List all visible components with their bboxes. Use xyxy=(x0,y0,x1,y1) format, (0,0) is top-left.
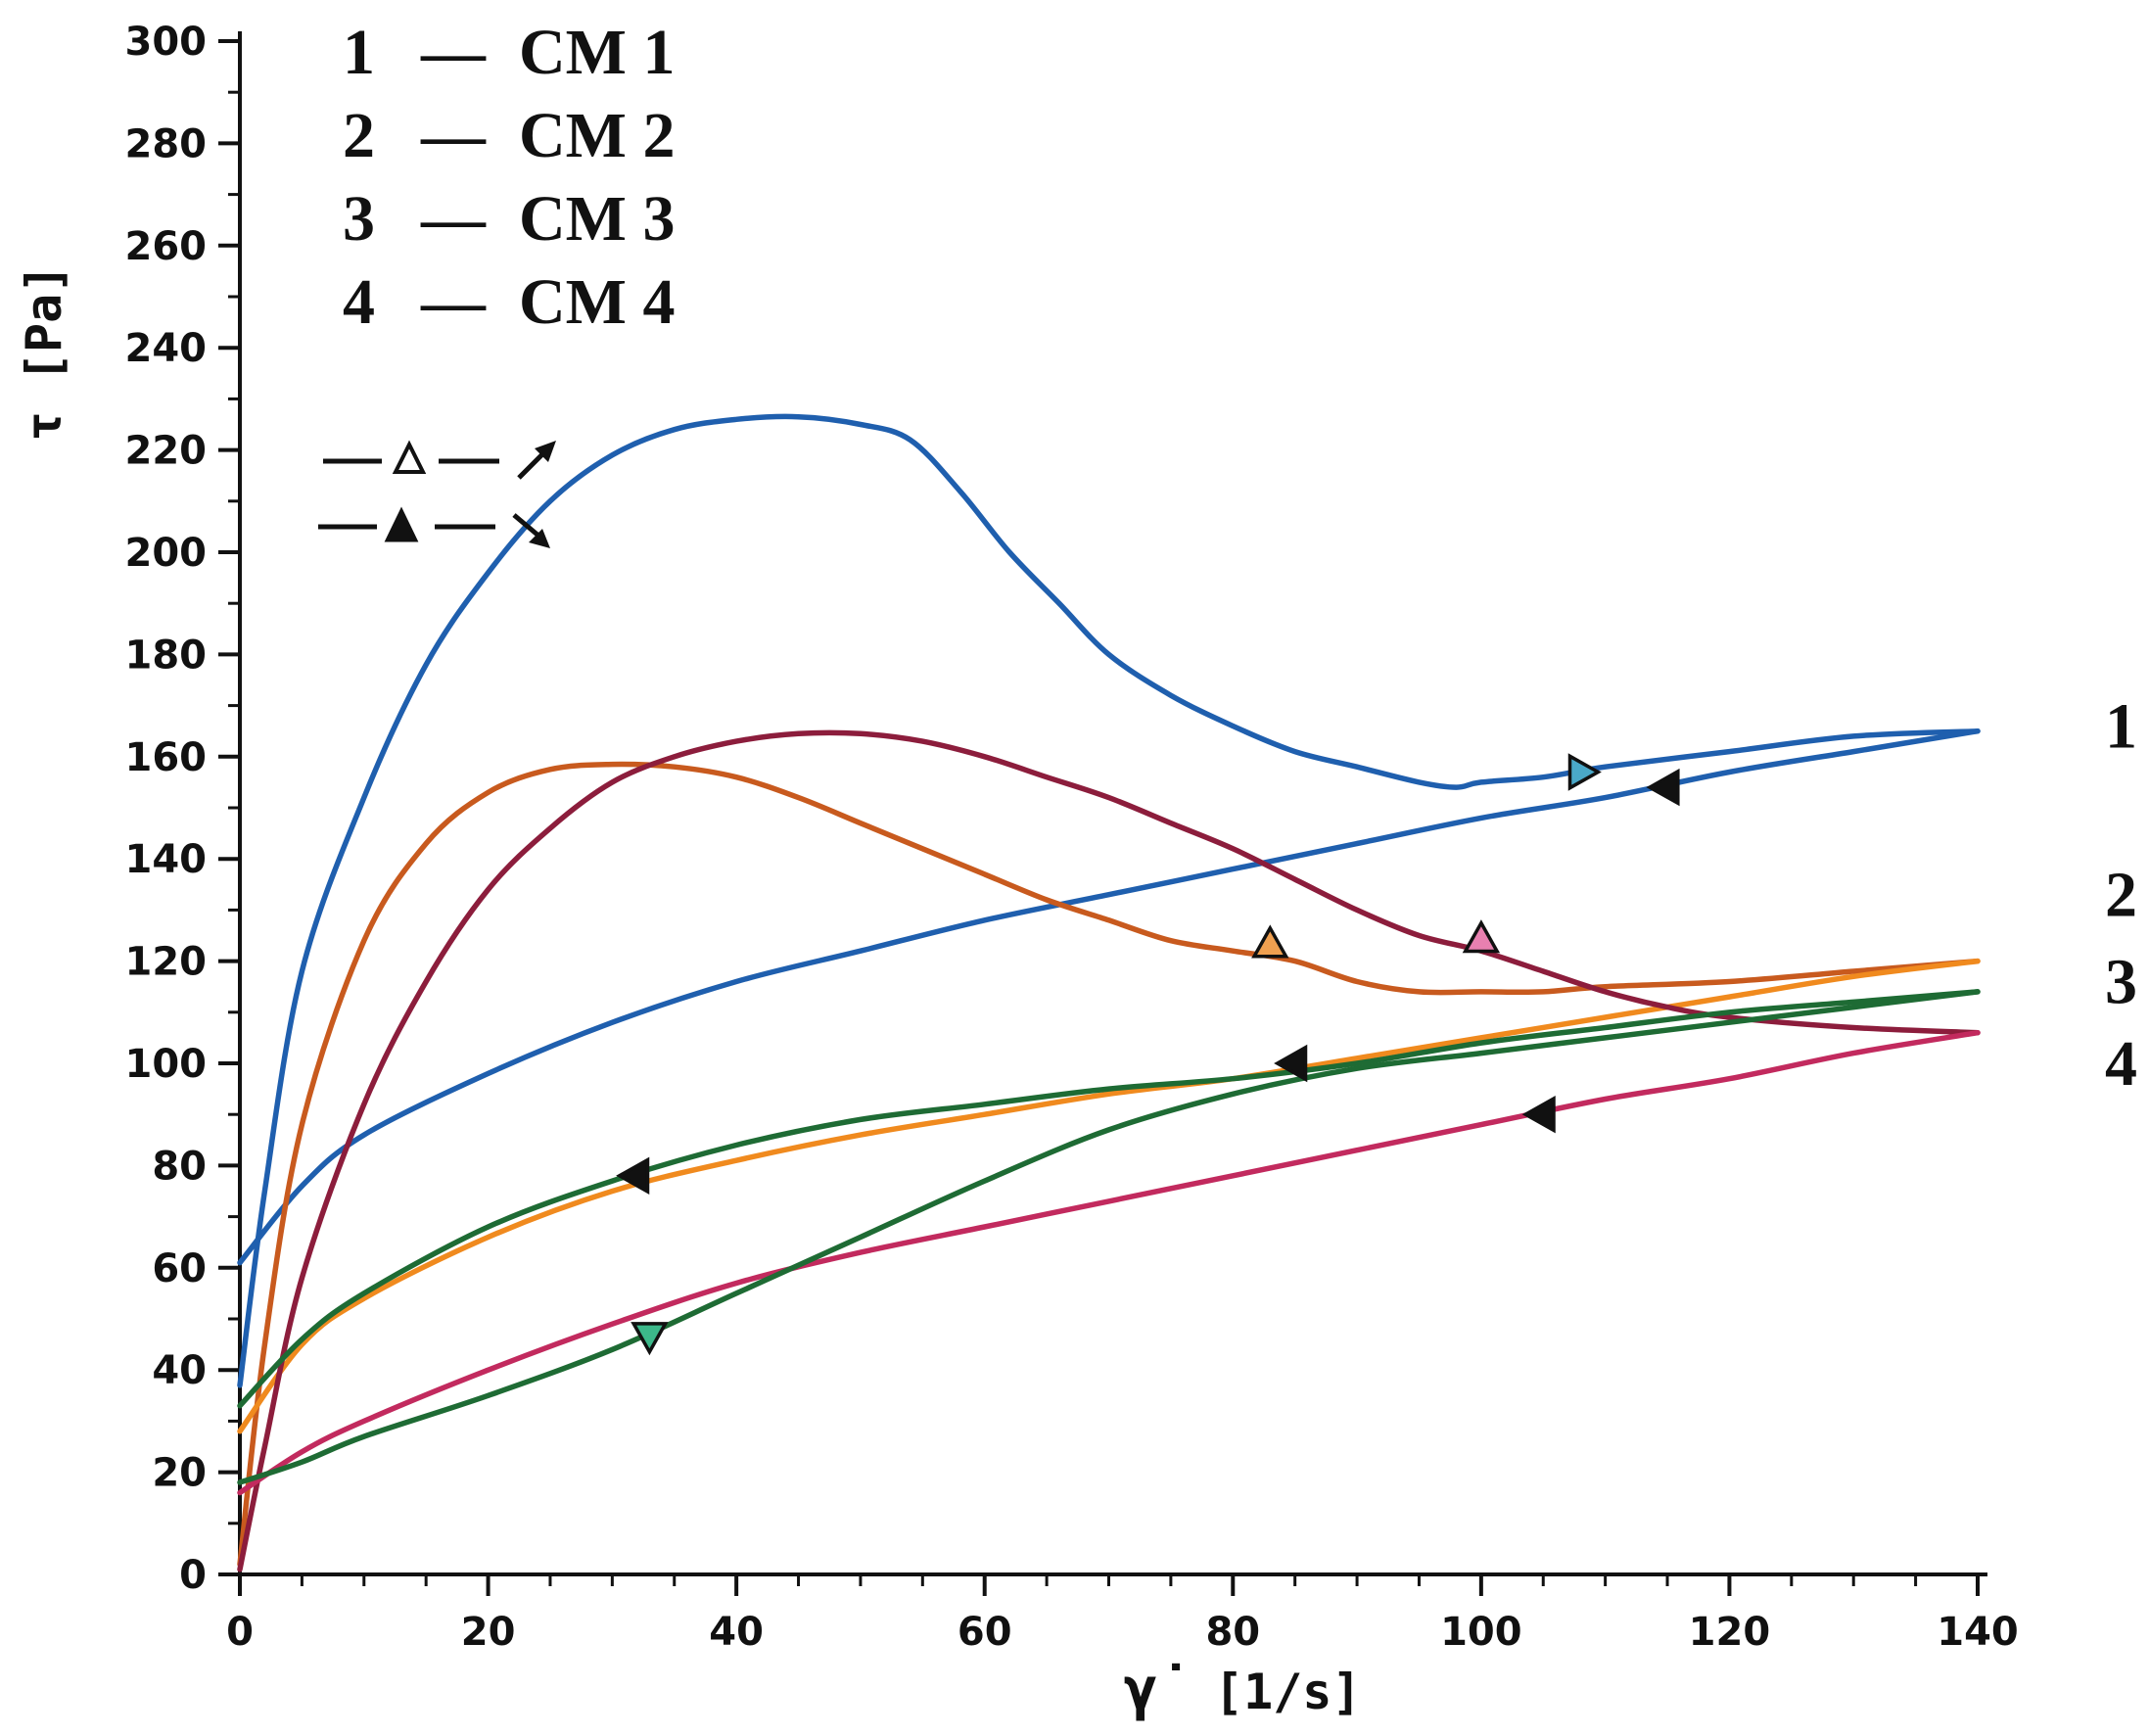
legend-dash: — xyxy=(420,17,487,88)
y-tick-label: 20 xyxy=(152,1451,207,1496)
direction-markers xyxy=(616,753,1680,1356)
series-line-cm-3-down xyxy=(237,1029,1981,1496)
end-label: 2 xyxy=(2105,860,2137,931)
x-axis-label: γ̇ [1/s] xyxy=(1123,1655,1362,1723)
open-triangle-marker xyxy=(631,1322,669,1356)
x-tick-label: 40 xyxy=(709,1610,764,1655)
legend-name: CM 1 xyxy=(519,17,675,88)
open-triangle-marker xyxy=(1462,919,1501,954)
filled-triangle-marker xyxy=(1521,1096,1556,1134)
end-label: 3 xyxy=(2105,946,2137,1017)
legend-name: CM 2 xyxy=(519,100,675,171)
y-tick-label: 40 xyxy=(152,1348,207,1393)
legend-number: 4 xyxy=(343,266,375,338)
y-tick-label: 260 xyxy=(125,224,208,269)
x-axis-unit: [1/s] xyxy=(1214,1664,1362,1720)
series-line-cm-2-down xyxy=(237,958,1981,1434)
end-labels: 1 2 3 4 xyxy=(2105,690,2137,1100)
y-tick-label: 200 xyxy=(125,531,208,576)
y-tick-label: 140 xyxy=(125,837,208,882)
legend-name: CM 3 xyxy=(519,183,675,255)
x-tick-label: 0 xyxy=(226,1610,254,1655)
open-triangle-marker xyxy=(1567,753,1602,791)
y-tick-label: 80 xyxy=(152,1144,207,1189)
y-tick-label: 240 xyxy=(125,326,208,371)
y-tick-label: 0 xyxy=(179,1553,207,1598)
series-line-cm-4-down xyxy=(237,989,1981,1409)
filled-triangle-icon xyxy=(384,506,419,542)
open-triangle-icon xyxy=(392,440,427,474)
legend-dash: — xyxy=(420,100,487,171)
series-line-cm-4-up xyxy=(237,989,1981,1485)
legend-number: 3 xyxy=(343,183,375,255)
axes: 0204060801001201401601802002202402602803… xyxy=(125,20,2019,1655)
x-tick-label: 100 xyxy=(1440,1610,1522,1655)
legend: 1 — CM 1 2 — CM 2 3 — CM 3 4 — CM 4 xyxy=(343,17,675,338)
x-tick-label: 80 xyxy=(1205,1610,1260,1655)
series-line-cm-1-up xyxy=(237,413,1981,1388)
y-tick-label: 120 xyxy=(125,940,208,985)
y-axis-label: τ [Pa] xyxy=(16,264,72,442)
y-tick-label: 160 xyxy=(125,735,208,780)
legend-dash: — xyxy=(420,266,487,338)
x-axis-symbol: γ̇ xyxy=(1123,1655,1181,1723)
filled-triangle-marker xyxy=(616,1156,650,1195)
y-tick-label: 180 xyxy=(125,633,208,678)
y-tick-label: 100 xyxy=(125,1042,208,1087)
legend-item: 3 — CM 3 xyxy=(343,183,675,255)
y-axis-label-text: τ [Pa] xyxy=(16,264,72,442)
open-triangle-marker xyxy=(1251,924,1289,959)
filled-triangle-marker xyxy=(1646,768,1680,807)
x-tick-label: 140 xyxy=(1937,1610,2019,1655)
legend-item: 1 — CM 1 xyxy=(343,17,675,88)
direction-key-increasing xyxy=(323,440,556,480)
curves xyxy=(237,413,1981,1572)
legend-item: 4 — CM 4 xyxy=(343,266,675,338)
y-tick-label: 280 xyxy=(125,121,208,166)
direction-key-decreasing xyxy=(318,506,550,548)
series-line-cm-2-up xyxy=(237,761,1981,1568)
legend-name: CM 4 xyxy=(519,266,675,338)
y-tick-label: 60 xyxy=(152,1246,207,1291)
legend-item: 2 — CM 2 xyxy=(343,100,675,171)
direction-key xyxy=(318,440,556,548)
x-tick-label: 120 xyxy=(1689,1610,1771,1655)
y-tick-label: 300 xyxy=(125,20,208,65)
legend-number: 1 xyxy=(343,17,375,88)
y-tick-label: 220 xyxy=(125,429,208,474)
legend-dash: — xyxy=(420,183,487,255)
filled-triangle-marker xyxy=(1274,1044,1308,1083)
series-line-cm-3-up xyxy=(237,729,1981,1572)
legend-number: 2 xyxy=(343,100,375,171)
end-label: 1 xyxy=(2105,690,2137,762)
x-tick-label: 20 xyxy=(461,1610,516,1655)
end-label: 4 xyxy=(2105,1028,2137,1100)
x-tick-label: 60 xyxy=(958,1610,1012,1655)
